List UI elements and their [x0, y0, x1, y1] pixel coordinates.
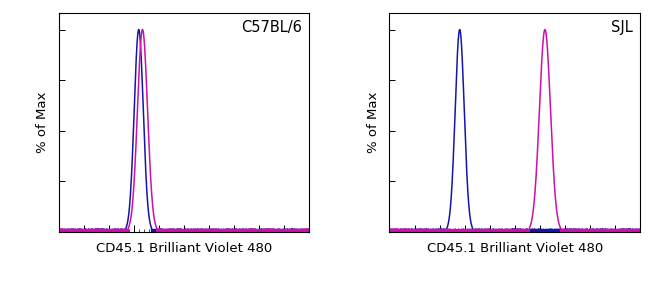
- Y-axis label: % of Max: % of Max: [367, 92, 380, 153]
- Text: SJL: SJL: [611, 20, 632, 35]
- X-axis label: CD45.1 Brilliant Violet 480: CD45.1 Brilliant Violet 480: [427, 242, 603, 255]
- Text: C57BL/6: C57BL/6: [241, 20, 302, 35]
- X-axis label: CD45.1 Brilliant Violet 480: CD45.1 Brilliant Violet 480: [96, 242, 272, 255]
- Y-axis label: % of Max: % of Max: [36, 92, 49, 153]
